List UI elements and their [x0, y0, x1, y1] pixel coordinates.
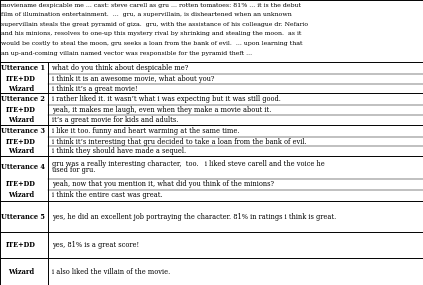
Text: ITE+DD: ITE+DD	[6, 138, 36, 146]
Text: i think it’s interesting that gru decided to take a loan from the bank of evil.: i think it’s interesting that gru decide…	[52, 138, 307, 146]
Text: i think it’s a great movie!: i think it’s a great movie!	[52, 85, 137, 93]
Text: ITE+DD: ITE+DD	[6, 180, 36, 188]
Text: i think they should have made a sequel.: i think they should have made a sequel.	[52, 147, 186, 155]
Text: Wizard: Wizard	[8, 191, 34, 199]
Text: would be costly to steal the moon, gru seeks a loan from the bank of evil.  ... : would be costly to steal the moon, gru s…	[1, 41, 303, 46]
Text: yeah, now that you mention it, what did you think of the minions?: yeah, now that you mention it, what did …	[52, 180, 274, 188]
Text: it’s a great movie for kids and adults.: it’s a great movie for kids and adults.	[52, 116, 179, 124]
Text: ITE+DD: ITE+DD	[6, 75, 36, 83]
Text: Utterance 5: Utterance 5	[1, 213, 45, 221]
Text: and his minions, resolves to one-up this mystery rival by shrinking and stealing: and his minions, resolves to one-up this…	[1, 31, 302, 36]
Text: Utterance 1: Utterance 1	[1, 64, 45, 72]
Text: i rather liked it. it wasn’t what i was expecting but it was still good.: i rather liked it. it wasn’t what i was …	[52, 95, 281, 103]
Text: used for gru.: used for gru.	[52, 166, 96, 174]
Text: supervillain steals the great pyramid of giza.  gru, with the assistance of his : supervillain steals the great pyramid of…	[1, 22, 308, 27]
Text: Utterance 3: Utterance 3	[1, 127, 45, 135]
Text: an up-and-coming villain named vector was responsible for the pyramid theft ...: an up-and-coming villain named vector wa…	[1, 50, 253, 56]
Text: Wizard: Wizard	[8, 147, 34, 155]
Text: yes, 81% is a great score!: yes, 81% is a great score!	[52, 241, 139, 249]
Text: what do you think about despicable me?: what do you think about despicable me?	[52, 64, 188, 72]
Text: ITE+DD: ITE+DD	[6, 241, 36, 249]
Text: Wizard: Wizard	[8, 116, 34, 124]
Text: i think the entire cast was great.: i think the entire cast was great.	[52, 191, 163, 199]
Text: Wizard: Wizard	[8, 85, 34, 93]
Text: moviename despicable me ... cast: steve carell as gru ... rotten tomatoes: 81% .: moviename despicable me ... cast: steve …	[1, 3, 301, 8]
Text: i like it too. funny and heart warming at the same time.: i like it too. funny and heart warming a…	[52, 127, 239, 135]
Text: ITE+DD: ITE+DD	[6, 106, 36, 114]
Text: yes, he did an excellent job portraying the character. 81% in ratings i think is: yes, he did an excellent job portraying …	[52, 213, 336, 221]
Text: Utterance 2: Utterance 2	[1, 95, 45, 103]
Text: film of illumination entertainment.  ...  gru, a supervillain, is disheartened w: film of illumination entertainment. ... …	[1, 12, 292, 17]
Text: i think it is an awesome movie, what about you?: i think it is an awesome movie, what abo…	[52, 75, 214, 83]
Text: Wizard: Wizard	[8, 268, 34, 276]
Text: gru was a really interesting character,  too.   i liked steve carell and the voi: gru was a really interesting character, …	[52, 160, 325, 168]
Text: i also liked the villain of the movie.: i also liked the villain of the movie.	[52, 268, 170, 276]
Text: yeah, it makes me laugh, even when they make a movie about it.: yeah, it makes me laugh, even when they …	[52, 106, 272, 114]
Text: Utterance 4: Utterance 4	[1, 163, 45, 171]
